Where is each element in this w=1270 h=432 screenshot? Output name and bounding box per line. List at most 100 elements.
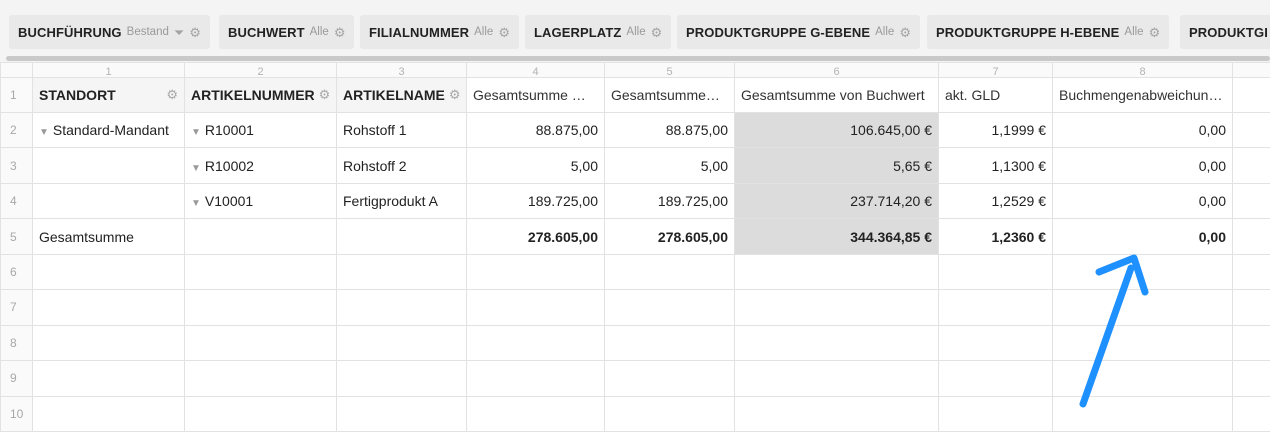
gear-icon[interactable]: ⚙ [498,24,510,40]
cell-value[interactable]: 189.725,00 [466,182,605,220]
row-number: 7 [0,289,33,326]
header-gesamtsumme-buchwert[interactable]: Gesamtsumme von Buchwert [734,76,939,114]
filter-chip-produktgruppe-cut[interactable]: PRODUKTGI [1180,15,1270,49]
gear-icon[interactable]: ⚙ [1148,24,1161,40]
empty-row: 7 [0,289,1270,326]
filter-chip-filialnummer[interactable]: FILIALNUMMER Alle ⚙ [360,15,519,49]
total-value[interactable]: 0,00 [1052,218,1233,255]
cell-artikelnummer[interactable]: ▼ R10002 [184,147,337,184]
filter-chip-buchwert[interactable]: BUCHWERT Alle ⚙ [219,15,355,49]
total-value[interactable]: 278.605,00 [466,218,605,255]
filter-name: LAGERPLATZ [534,24,622,40]
gear-icon[interactable]: ⚙ [650,24,663,40]
cell-value[interactable]: 1,1999 € [938,112,1053,149]
filter-chip-lagerplatz[interactable]: LAGERPLATZ Alle ⚙ [525,15,672,49]
cell-text: R10002 [204,157,254,174]
cell-value[interactable]: 1,2529 € [938,182,1053,220]
cell-artikelnummer[interactable]: ▼ R10001 [184,112,337,149]
cell-value[interactable]: 189.725,00 [604,182,735,220]
table-row: 3 ▼ R10002 Rohstoff 2 5,00 5,00 5,65 € 1,… [0,147,1270,184]
header-akt-gld[interactable]: akt. GLD [938,76,1053,114]
row-number: 4 [0,182,33,220]
filter-name: PRODUKTGI [1189,24,1268,40]
collapse-triangle-icon[interactable]: ▼ [191,127,201,139]
cell-value[interactable]: 106.645,00 € [734,112,939,149]
cell-value[interactable]: 0,00 [1052,182,1233,220]
filter-name: FILIALNUMMER [369,24,470,40]
cell-value[interactable]: 1,1300 € [938,147,1053,184]
cell-text: Standard-Mandant [52,122,169,139]
row-number: 6 [0,253,33,291]
empty-row: 9 [0,360,1270,397]
empty-cell [1232,76,1270,114]
cell-standort[interactable] [32,182,185,220]
header-gesamtsumme-2[interactable]: Gesamtsumme… [604,76,735,114]
filter-selection: Bestand [126,26,169,38]
cell-value[interactable]: 0,00 [1052,147,1233,184]
filter-bar: BUCHFÜHRUNG Bestand ⏷ ⚙ BUCHWERT Alle ⚙ … [0,0,1270,62]
collapse-triangle-icon[interactable]: ▼ [191,162,201,174]
header-gesamtsumme-1[interactable]: Gesamtsumme … [466,76,605,114]
cell-artikelnummer[interactable]: ▼ V10001 [184,182,337,220]
gear-icon[interactable]: ⚙ [318,86,331,102]
gear-icon[interactable]: ⚙ [899,24,911,40]
cell-standort[interactable]: ▼ Standard-Mandant [32,112,185,149]
cell-value[interactable]: 5,65 € [734,147,939,184]
horizontal-scrollbar[interactable] [6,56,1270,61]
cell-value[interactable]: 88.875,00 [604,112,735,149]
header-row: 1 STANDORT ⚙ ARTIKELNUMMER ⚙ ARTIKELNAME ⚙ … [0,76,1270,114]
column-number: 5 [604,62,735,78]
collapse-triangle-icon[interactable]: ▼ [39,127,49,139]
empty-row: 8 [0,324,1270,362]
cell-value[interactable]: 88.875,00 [466,112,605,149]
gear-icon[interactable]: ⚙ [189,24,201,40]
cell-value[interactable]: 5,00 [604,147,735,184]
empty-cell [1232,182,1270,220]
total-value[interactable]: 1,2360 € [938,218,1053,255]
header-artikelnummer[interactable]: ARTIKELNUMMER ⚙ [184,76,337,114]
cell-artikelname[interactable]: Rohstoff 2 [336,147,467,184]
row-number: 5 [0,218,33,255]
cell-artikelname[interactable]: Fertigprodukt A [336,182,467,220]
gear-icon[interactable]: ⚙ [333,24,346,40]
total-label[interactable]: Gesamtsumme [32,218,185,255]
cell-standort[interactable] [32,147,185,184]
cell-value[interactable]: 5,00 [466,147,605,184]
collapse-triangle-icon[interactable]: ▼ [191,198,201,210]
cell-value[interactable]: 0,00 [1052,112,1233,149]
filter-chip-produktgruppe-h[interactable]: PRODUKTGRUPPE H-EBENE Alle ⚙ [927,15,1170,49]
cell-value[interactable]: 237.714,20 € [734,182,939,220]
cell-text: V10001 [204,193,254,210]
filter-name: PRODUKTGRUPPE H-EBENE [936,24,1120,40]
column-number: 8 [1052,62,1233,78]
column-number: 6 [734,62,939,78]
funnel-icon[interactable]: ⏷ [173,24,185,40]
total-row: 5 Gesamtsumme 278.605,00 278.605,00 344.… [0,218,1270,255]
row-number: 2 [0,112,33,149]
header-artikelname[interactable]: ARTIKELNAME ⚙ [336,76,467,114]
column-number [1232,62,1270,78]
column-number: 7 [938,62,1053,78]
filter-selection: Alle [626,26,646,38]
filter-selection: Alle [875,26,895,38]
filter-name: PRODUKTGRUPPE G-EBENE [686,24,871,40]
header-label: ARTIKELNAME [343,86,445,103]
column-number-row: 1 2 3 4 5 6 7 8 [0,62,1270,78]
total-value[interactable]: 344.364,85 € [734,218,939,255]
header-label: ARTIKELNUMMER [191,86,315,103]
empty-row: 6 [0,253,1270,291]
cell-artikelname[interactable]: Rohstoff 1 [336,112,467,149]
empty-row: 10 [0,395,1270,432]
row-number: 9 [0,360,33,397]
gear-icon[interactable]: ⚙ [448,86,461,102]
filter-chip-produktgruppe-g[interactable]: PRODUKTGRUPPE G-EBENE Alle ⚙ [677,15,920,49]
header-label: STANDORT [39,86,116,103]
filter-selection: Alle [309,26,329,38]
header-buchmengenabweichung[interactable]: Buchmengenabweichung ↑ [1052,76,1233,114]
total-value[interactable]: 278.605,00 [604,218,735,255]
gear-icon[interactable]: ⚙ [166,86,178,102]
filter-chip-buchfuehrung[interactable]: BUCHFÜHRUNG Bestand ⏷ ⚙ [9,15,210,49]
header-standort[interactable]: STANDORT ⚙ [32,76,185,114]
sort-arrow-up-icon[interactable]: ↑ [1222,86,1230,103]
empty-cell [1232,218,1270,255]
